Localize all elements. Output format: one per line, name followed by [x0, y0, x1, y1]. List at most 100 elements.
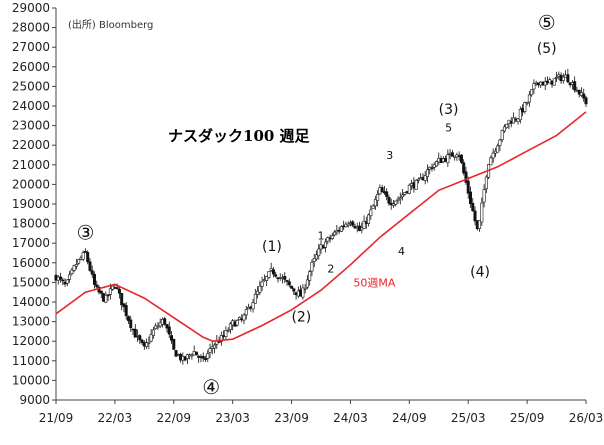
candle-body: [398, 197, 402, 200]
candle-body: [106, 294, 110, 297]
x-tick-label: 25/03: [451, 411, 486, 425]
candle-body: [269, 268, 273, 271]
y-tick-label: 24000: [12, 99, 50, 113]
candle-body: [126, 316, 130, 321]
candle-body: [462, 162, 466, 174]
candle-body: [380, 187, 384, 193]
wave-label: ③: [76, 220, 94, 244]
candle-body: [561, 76, 565, 81]
candle-body: [502, 126, 506, 132]
wave-label: 2: [327, 263, 334, 276]
candle-body: [425, 169, 429, 177]
candle-body: [573, 81, 577, 91]
candle-body: [496, 145, 500, 153]
candle-body: [351, 221, 355, 226]
candle-body: [482, 189, 486, 203]
candle-body: [253, 293, 257, 304]
candle-body: [527, 94, 531, 103]
candle-body: [81, 252, 85, 260]
candle-body: [566, 74, 570, 83]
candle-body: [115, 287, 119, 289]
candle-body: [90, 270, 94, 275]
candle-body: [190, 354, 194, 357]
wave-label: (3): [439, 102, 459, 118]
candle-body: [140, 339, 144, 343]
candle-body: [167, 326, 171, 335]
candle-body: [165, 324, 169, 329]
x-tick-label: 26/03: [569, 411, 604, 425]
y-tick-label: 22000: [12, 138, 50, 152]
candle-body: [170, 335, 174, 341]
candle-body: [104, 294, 108, 303]
candle-body: [518, 109, 522, 121]
y-tick-label: 17000: [12, 236, 50, 250]
wave-label: (1): [262, 239, 282, 255]
candle-body: [480, 202, 484, 223]
candle-body: [459, 154, 463, 163]
candle-body: [446, 154, 450, 164]
candle-body: [360, 227, 364, 231]
candle-body: [65, 279, 69, 284]
candle-body: [95, 284, 99, 288]
candle-body: [149, 334, 153, 342]
y-tick-label: 28000: [12, 21, 50, 35]
candle-body: [283, 276, 287, 280]
y-tick-label: 20000: [12, 177, 50, 191]
candle-body: [423, 175, 427, 181]
x-tick-label: 25/09: [510, 411, 545, 425]
wave-label: 5: [445, 121, 452, 134]
y-tick-label: 15000: [12, 275, 50, 289]
candle-body: [120, 293, 124, 306]
candle-body: [86, 252, 90, 263]
ma-line: [55, 111, 587, 343]
candle-body: [530, 89, 534, 96]
candle-body: [213, 344, 217, 349]
candle-body: [317, 248, 321, 257]
candle-body: [333, 231, 337, 236]
source-note: (出所) Bloomberg: [68, 18, 153, 31]
candle-body: [484, 176, 488, 190]
candle-body: [387, 197, 391, 204]
y-tick-label: 11000: [12, 354, 50, 368]
candle-body: [271, 269, 275, 275]
candle-body: [59, 276, 63, 280]
candle-body: [466, 180, 470, 194]
candle-body: [185, 354, 189, 359]
y-tick-label: 13000: [12, 315, 50, 329]
candle-body: [430, 167, 434, 170]
candle-body: [147, 341, 151, 344]
x-tick-label: 22/03: [98, 411, 133, 425]
candle-body: [174, 350, 178, 357]
candle-body: [201, 356, 205, 359]
candle-body: [414, 179, 418, 190]
candle-body: [489, 157, 493, 166]
candle-body: [206, 353, 210, 359]
candle-body: [83, 251, 87, 253]
candle-body: [258, 285, 262, 293]
candle-body: [396, 198, 400, 201]
candle-body: [138, 335, 142, 341]
candle-body: [471, 202, 475, 212]
x-tick-label: 24/03: [333, 411, 368, 425]
ma-label: 50週MA: [353, 276, 395, 289]
candle-body: [133, 328, 137, 338]
candle-body: [93, 274, 97, 285]
wave-label: ⑤: [538, 11, 556, 35]
x-tick-label: 21/09: [39, 411, 74, 425]
candle-body: [224, 329, 228, 337]
candle-body: [577, 89, 581, 95]
candle-body: [582, 93, 586, 99]
candle-body: [367, 214, 371, 224]
candle-body: [156, 325, 160, 328]
candle-body: [373, 199, 377, 207]
moving-average: [55, 111, 587, 343]
candles: [54, 68, 588, 365]
candle-body: [256, 290, 260, 295]
candle-body: [464, 171, 468, 183]
candle-body: [305, 279, 309, 288]
candle-body: [416, 178, 420, 181]
y-tick-label: 23000: [12, 119, 50, 133]
candle-body: [401, 194, 405, 198]
candle-body: [491, 152, 495, 159]
x-tick-label: 23/03: [215, 411, 250, 425]
